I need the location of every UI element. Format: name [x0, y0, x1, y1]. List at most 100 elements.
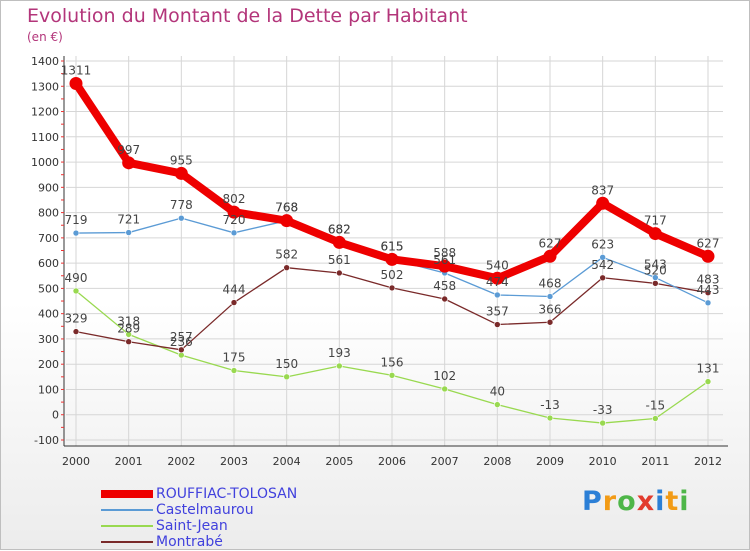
x-tick-label: 2005	[325, 455, 353, 468]
data-label: 837	[591, 183, 614, 197]
data-point	[438, 259, 452, 273]
proxiti-logo: Proxiti	[582, 486, 690, 517]
data-label: 366	[539, 302, 562, 316]
data-point	[441, 295, 448, 303]
y-tick-label: 0	[52, 409, 59, 422]
data-point	[546, 318, 554, 326]
data-point	[72, 287, 80, 295]
data-label: 542	[591, 258, 614, 272]
data-label: 721	[117, 213, 140, 227]
legend-swatch-saint-jean	[101, 525, 153, 527]
data-label: 561	[328, 253, 351, 267]
data-point	[490, 271, 504, 285]
data-label: 156	[381, 355, 404, 369]
data-label: 193	[328, 346, 351, 360]
x-tick-label: 2012	[694, 455, 722, 468]
data-label: 175	[223, 351, 246, 365]
data-label: 615	[381, 239, 404, 253]
data-point	[280, 214, 294, 228]
data-point	[494, 321, 501, 328]
legend-label-rouffiac: ROUFFIAC-TOLOSAN	[156, 486, 298, 502]
data-point	[704, 378, 712, 385]
unit-label: (en €)	[27, 30, 63, 44]
x-tick-label: 2010	[589, 455, 617, 468]
data-point	[599, 419, 606, 427]
legend-swatch-castelmaurou	[101, 509, 153, 511]
y-tick-label: 600	[38, 257, 59, 270]
x-tick-label: 2011	[641, 455, 669, 468]
data-label: 40	[490, 385, 505, 399]
data-point	[72, 229, 80, 237]
data-label: 717	[644, 214, 667, 228]
data-label: 490	[65, 271, 88, 285]
data-point	[336, 269, 343, 277]
y-tick-label: -100	[34, 434, 59, 447]
x-tick-label: 2003	[220, 455, 248, 468]
legend-label-castelmaurou: Castelmaurou	[156, 502, 254, 518]
data-label: -13	[540, 398, 560, 412]
data-label: 458	[433, 279, 456, 293]
data-label: 329	[65, 312, 88, 326]
data-label: 627	[539, 236, 562, 250]
y-tick-label: 1400	[31, 55, 59, 68]
y-tick-label: 1300	[31, 80, 59, 93]
data-point	[494, 291, 501, 299]
data-point	[704, 289, 712, 296]
data-point	[283, 373, 290, 381]
data-point	[494, 401, 501, 408]
data-label: 474	[486, 275, 509, 289]
data-point	[704, 299, 712, 307]
legend-item-saint-jean: Saint-Jean	[101, 518, 297, 534]
y-tick-label: 800	[38, 207, 59, 220]
data-label: 588	[433, 246, 456, 260]
y-tick-label: 900	[38, 181, 59, 194]
data-point	[125, 229, 132, 236]
data-point	[596, 196, 610, 210]
y-tick-label: 300	[38, 333, 59, 346]
data-label: 1311	[61, 63, 92, 77]
x-tick-label: 2001	[115, 455, 143, 468]
y-tick-label: 1200	[31, 106, 59, 119]
legend-item-castelmaurou: Castelmaurou	[101, 502, 297, 518]
y-tick-label: 200	[38, 358, 59, 371]
data-point	[388, 284, 396, 292]
data-label: 520	[644, 263, 667, 277]
data-label: 257	[170, 330, 193, 344]
data-point	[230, 229, 238, 237]
data-point	[69, 76, 83, 90]
data-label: 615	[381, 239, 404, 253]
data-point	[701, 249, 715, 263]
data-point	[652, 280, 659, 287]
data-label: 720	[223, 213, 246, 227]
data-point	[178, 346, 185, 354]
data-label: 540	[486, 258, 509, 272]
x-tick-label: 2004	[273, 455, 301, 468]
data-label: 582	[275, 248, 298, 262]
data-point	[336, 362, 343, 370]
data-label: 357	[486, 305, 509, 319]
data-label: 627	[697, 236, 720, 250]
data-label: 802	[223, 192, 246, 206]
legend-label-saint-jean: Saint-Jean	[156, 518, 228, 534]
data-label: 150	[275, 357, 298, 371]
data-point	[178, 214, 185, 222]
data-point	[441, 385, 448, 393]
y-tick-label: 400	[38, 308, 59, 321]
data-label: 543	[644, 258, 667, 272]
data-point	[230, 299, 238, 306]
y-tick-label: 500	[38, 282, 59, 295]
data-point	[543, 249, 557, 263]
data-point	[599, 274, 606, 282]
legend-swatch-rouffiac	[101, 490, 153, 498]
data-point	[125, 331, 132, 338]
legend-label-montrabe: Montrabé	[156, 534, 223, 550]
data-point	[546, 293, 554, 300]
legend-item-rouffiac: ROUFFIAC-TOLOSAN	[101, 486, 297, 502]
data-label: 444	[223, 283, 246, 297]
data-label: 768	[275, 201, 298, 215]
data-label: 468	[539, 276, 562, 290]
data-label: 102	[433, 369, 456, 383]
data-label: 623	[591, 237, 614, 251]
data-point	[230, 367, 238, 374]
